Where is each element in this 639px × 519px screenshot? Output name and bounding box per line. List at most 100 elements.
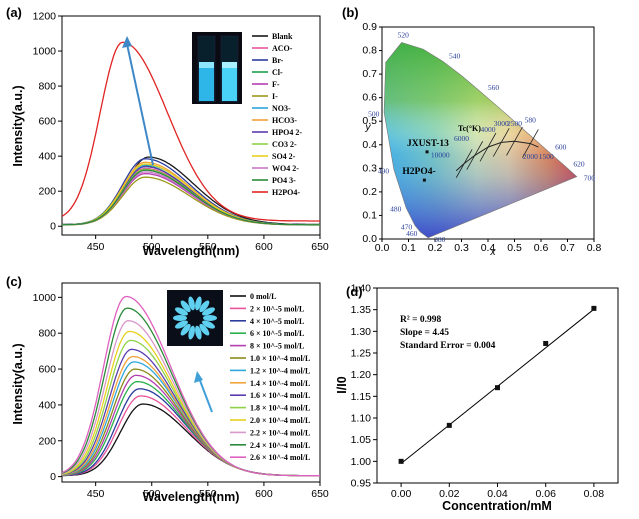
panel-b-xlabel: x [489, 246, 496, 258]
data-point [495, 385, 500, 391]
isotherm [466, 141, 484, 170]
y-tick-label: 0 [50, 471, 56, 483]
y-tick-label: 400 [38, 151, 56, 163]
panel-d-ylabel: I/I0 [335, 376, 349, 393]
legend-label: HPO4 2- [272, 128, 302, 137]
y-tick-label: 1.35 [351, 304, 372, 316]
panel-a-inset-photo [192, 32, 242, 104]
cct-value: 4000 [481, 125, 496, 134]
x-tick-label: 0.06 [535, 488, 556, 500]
panel-a: (a) 450 500 550 600 650 0 200 400 600 800 1000 1200… [6, 5, 329, 258]
x-tick-label: 500 [143, 241, 161, 253]
panel-c-xlabel: Wavelength(nm) [143, 490, 240, 504]
x-tick-label: 600 [255, 241, 273, 253]
x-tick-label: 0.7 [560, 242, 575, 254]
wheel-slot [195, 325, 202, 340]
wheel-slot [188, 325, 195, 340]
panel-a-frame [61, 15, 321, 236]
cct-value: 3000 [494, 119, 509, 128]
legend-label: HCO3- [272, 116, 297, 125]
wavelength-label: 460 [406, 229, 418, 238]
panel-d-stderr: Standard Error = 0.004 [400, 341, 496, 351]
y-tick-label: 0.1 [362, 209, 377, 221]
legend-label: 1.6 × 10^-4 mol/L [250, 391, 310, 400]
y-tick-label: 0.9 [362, 21, 377, 33]
panel-c-curves [61, 295, 320, 477]
wheel-slot [199, 300, 210, 313]
panel-d-label: (d) [346, 284, 363, 299]
legend-label: 2 × 10^-5 mol/L [250, 304, 304, 313]
wavelength-label: 560 [488, 83, 500, 92]
data-point [543, 340, 549, 346]
series-line [61, 41, 320, 222]
legend-label: 6 × 10^-5 mol/L [250, 329, 304, 338]
panel-a-legend: Blank ACO- Br- Cl- F- I- NO3- HCO3- HPO4 2- CO3 2… [252, 32, 302, 197]
cct-value: 10000 [431, 151, 450, 160]
y-tick-label: 0.5 [362, 115, 377, 127]
y-tick-label: 1000 [33, 292, 57, 304]
x-tick-label: 0.6 [534, 242, 549, 254]
planckian-locus [455, 140, 539, 172]
cie-point [422, 178, 426, 182]
panel-d: (d) 0.00 0.02 0.04 0.06 0.08 0.95 1.00 1.05 1.10… [335, 283, 619, 513]
y-tick-label: 0.0 [362, 233, 377, 245]
legend-label: ACO- [272, 44, 293, 53]
legend-label: Cl- [272, 68, 283, 77]
y-tick-label: 0.7 [362, 68, 377, 80]
wheel-slot [199, 323, 210, 336]
legend-label: 2.4 × 10^-4 mol/L [250, 441, 310, 450]
isotherm [492, 128, 510, 157]
x-tick-label: 0.0 [375, 242, 390, 254]
panel-d-points [398, 305, 597, 464]
legend-label: 1.4 × 10^-4 mol/L [250, 379, 310, 388]
panel-c-legend: 0 mol/L 2 × 10^-5 mol/L 4 × 10^-5 mol/L 6 ×… [230, 292, 310, 462]
y-tick-label: 800 [38, 81, 56, 93]
x-tick-label: 450 [87, 241, 105, 253]
y-tick-label: 1.10 [351, 413, 372, 425]
x-tick-label: 0.2 [428, 242, 443, 254]
wavelength-label: 520 [398, 31, 410, 40]
legend-label: 2.0 × 10^-4 mol/L [250, 416, 310, 425]
legend-label: 1.8 × 10^-4 mol/L [250, 404, 310, 413]
panel-b-ylabel: y [364, 121, 371, 133]
data-point [398, 458, 404, 464]
legend-label: PO4 3- [272, 176, 296, 185]
y-tick-label: 1.25 [351, 348, 372, 360]
x-tick-label: 450 [87, 488, 105, 500]
x-tick-label: 0.04 [487, 488, 508, 500]
legend-label: F- [272, 80, 280, 89]
legend-label: 1.2 × 10^-4 mol/L [250, 366, 310, 375]
wheel-slot [202, 320, 215, 329]
y-tick-label: 1.40 [351, 283, 372, 295]
x-tick-label: 0.3 [454, 242, 469, 254]
y-tick-label: 600 [38, 116, 56, 128]
wheel-slot [173, 315, 187, 321]
cct-isotherms [455, 126, 539, 178]
legend-label: I- [272, 92, 278, 101]
panel-c-inset-photo [167, 290, 223, 346]
wheel-slot [175, 307, 188, 316]
x-tick-label: 550 [199, 241, 217, 253]
legend-label: 8 × 10^-5 mol/L [250, 342, 304, 351]
cie-point-label: JXUST-13 [407, 139, 449, 149]
wheel-slot [195, 296, 202, 311]
data-point [446, 422, 452, 428]
isotherm [479, 132, 497, 162]
x-tick-label: 0.1 [401, 242, 416, 254]
x-tick-label: 600 [255, 488, 273, 500]
cie-point [425, 150, 429, 154]
panel-c: (c) 450 500 550 600 650 0 200 400 600 800 1000 0 m… [6, 274, 329, 504]
legend-label: 2.2 × 10^-4 mol/L [250, 428, 310, 437]
panel-b-label: (b) [342, 5, 359, 20]
wavelength-label: 580 [525, 115, 537, 124]
y-tick-label: 1.30 [351, 326, 372, 338]
wheel-slot [180, 323, 191, 336]
x-tick-label: 550 [199, 488, 217, 500]
cct-value: 2000 [523, 152, 538, 161]
y-tick-label: 0.2 [362, 186, 377, 198]
wavelength-label: 700 [584, 174, 596, 183]
cct-value: 1500 [539, 152, 554, 161]
